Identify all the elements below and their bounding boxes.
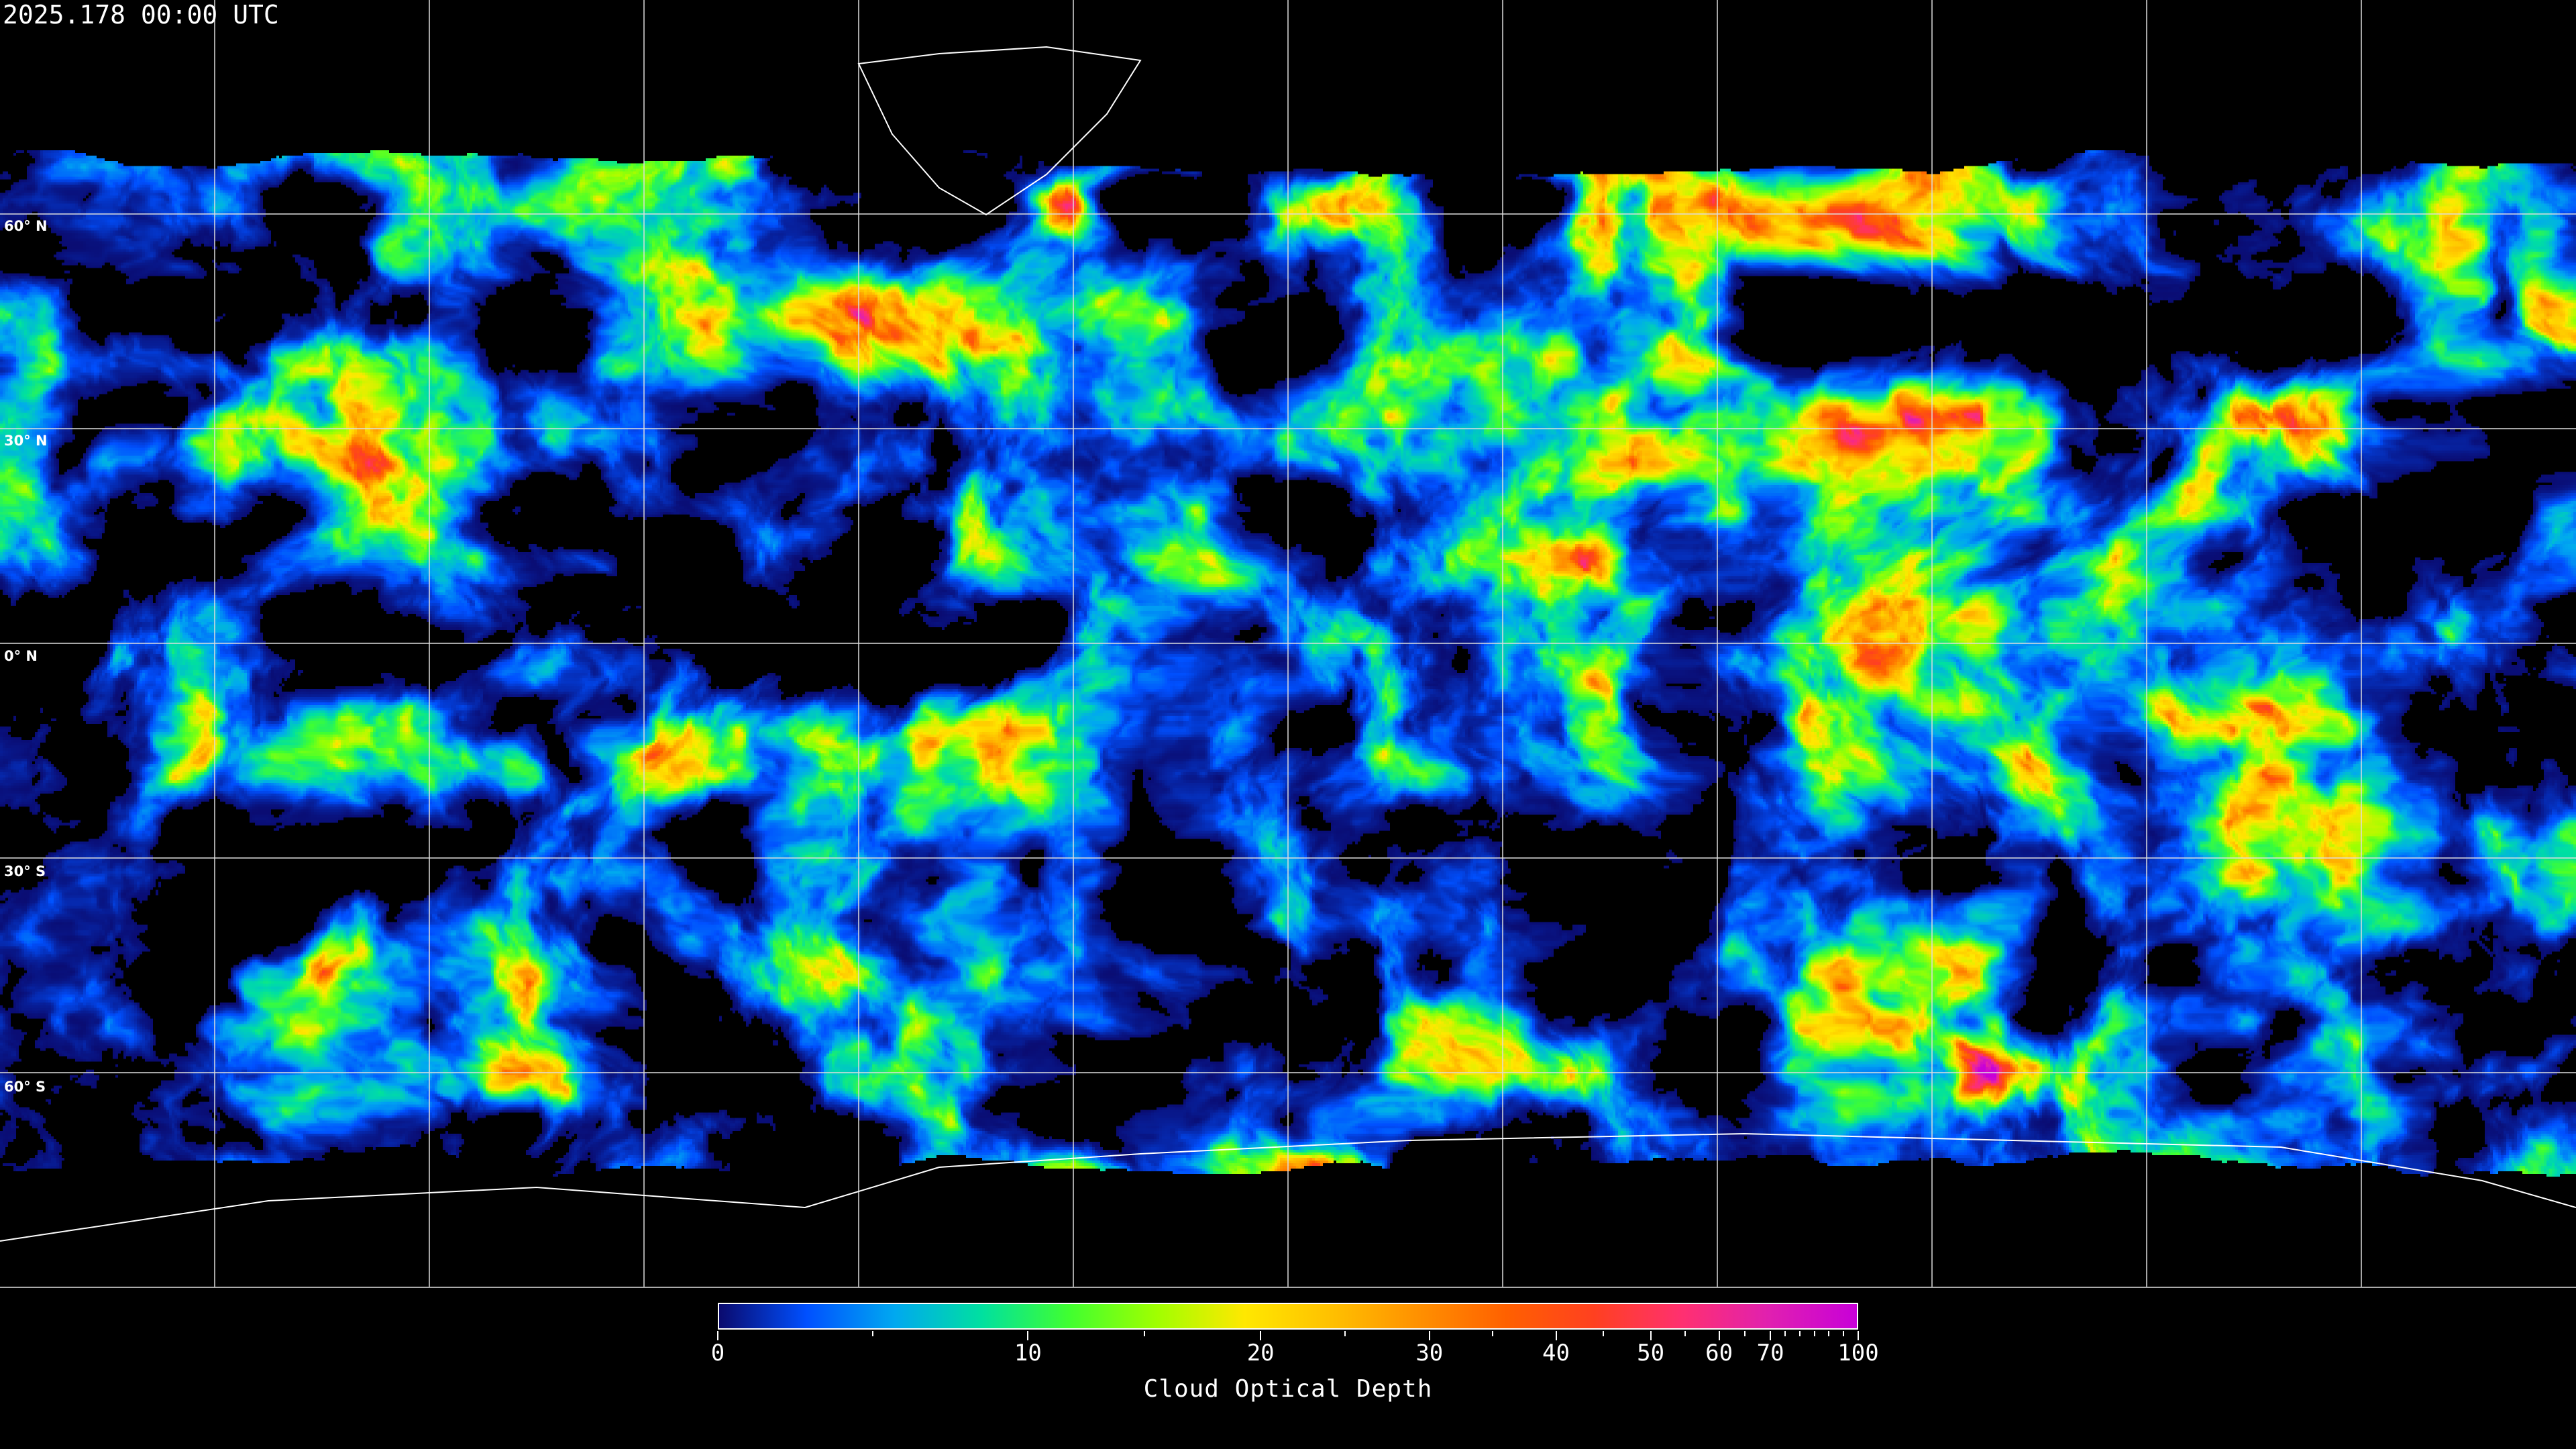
- colorbar-minor-tick: [1743, 1331, 1746, 1336]
- colorbar-major-tick: [1718, 1331, 1720, 1340]
- lat-label-60n: 60° N: [4, 218, 48, 234]
- timestamp-title: 2025.178 00:00 UTC: [3, 0, 279, 30]
- colorbar: [718, 1303, 1858, 1330]
- colorbar-minor-tick: [1603, 1331, 1605, 1336]
- lat-label-30n: 30° N: [4, 433, 48, 449]
- colorbar-tick-label: 0: [710, 1340, 725, 1366]
- colorbar-minor-tick: [872, 1331, 874, 1336]
- colorbar-major-tick: [1770, 1331, 1772, 1340]
- colorbar-major-tick: [1555, 1331, 1557, 1340]
- colorbar-minor-tick: [1684, 1331, 1686, 1336]
- colorbar-tick-label: 60: [1705, 1340, 1733, 1366]
- colorbar-tick-label: 30: [1415, 1340, 1444, 1366]
- colorbar-tick-label: 100: [1837, 1340, 1879, 1366]
- colorbar-tick-label: 20: [1246, 1340, 1275, 1366]
- divider: [0, 1287, 2576, 1288]
- colorbar-tick-label: 50: [1637, 1340, 1665, 1366]
- colorbar-major-tick: [717, 1331, 718, 1340]
- colorbar-major-tick: [1650, 1331, 1652, 1340]
- antarctica-coastline: [0, 1132, 2576, 1242]
- colorbar-minor-tick: [1813, 1331, 1815, 1336]
- cloud-optical-depth-map: [0, 0, 2576, 1287]
- colorbar-minor-tick: [1784, 1331, 1786, 1336]
- lat-label-0n: 0° N: [4, 648, 38, 664]
- colorbar-minor-tick: [1828, 1331, 1830, 1336]
- colorbar-tick-label: 10: [1014, 1340, 1042, 1366]
- colorbar-label: Cloud Optical Depth: [1143, 1375, 1433, 1403]
- lat-label-60s: 60° S: [4, 1079, 46, 1095]
- colorbar-minor-tick: [1799, 1331, 1801, 1336]
- colorbar-minor-tick: [1344, 1331, 1346, 1336]
- colorbar-major-tick: [1260, 1331, 1262, 1340]
- colorbar-minor-tick: [1843, 1331, 1845, 1336]
- colorbar-major-tick: [1027, 1331, 1029, 1340]
- colorbar-tick-label: 70: [1756, 1340, 1784, 1366]
- colorbar-major-tick: [1858, 1331, 1859, 1340]
- colorbar-major-tick: [1428, 1331, 1430, 1340]
- colorbar-minor-tick: [1492, 1331, 1494, 1336]
- lat-label-30s: 30° S: [4, 863, 46, 879]
- colorbar-tick-label: 40: [1542, 1340, 1570, 1366]
- greenland-coastline: [857, 46, 1142, 216]
- graticule: [0, 0, 2576, 1287]
- colorbar-minor-tick: [1143, 1331, 1145, 1336]
